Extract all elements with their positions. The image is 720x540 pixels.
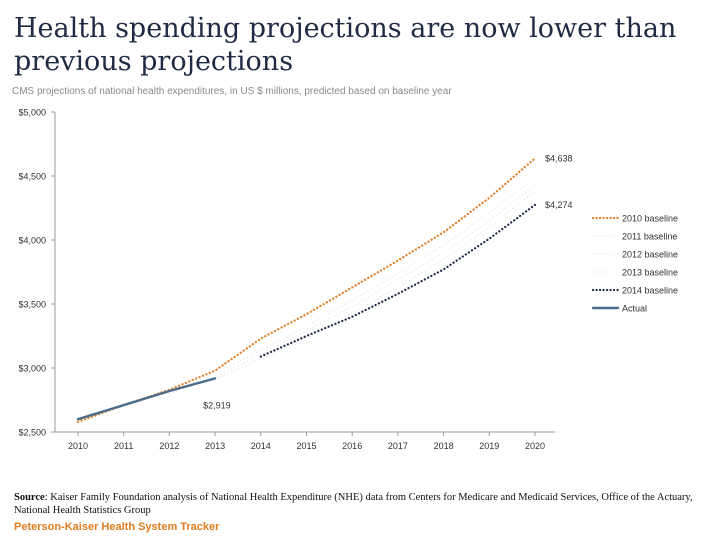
x-tick-label: 2017 bbox=[388, 441, 408, 451]
legend-label: 2014 baseline bbox=[622, 286, 678, 296]
x-tick-label: 2019 bbox=[479, 441, 499, 451]
data-label: $2,919 bbox=[203, 400, 231, 410]
chart-title: Health spending projections are now lowe… bbox=[14, 13, 677, 77]
x-tick-label: 2020 bbox=[525, 441, 545, 451]
chart-axes: $2,500 $3,000 $3,500 $4,000 $4,500 $5,000 2010… bbox=[18, 108, 555, 451]
x-tick-label: 2018 bbox=[434, 441, 454, 451]
chart-subtitle: CMS projections of national health expen… bbox=[12, 86, 452, 97]
y-tick-label: $5,000 bbox=[18, 108, 46, 118]
legend-label: 2012 baseline bbox=[622, 250, 678, 260]
legend-label: 2010 baseline bbox=[622, 214, 678, 224]
x-tick-label: 2013 bbox=[205, 441, 225, 451]
legend-label: 2011 baseline bbox=[622, 232, 677, 242]
legend-label: Actual bbox=[622, 304, 647, 314]
source-note: Source: Kaiser Family Foundation analysi… bbox=[14, 491, 704, 517]
x-tick-label: 2015 bbox=[296, 441, 316, 451]
x-tick-label: 2012 bbox=[159, 441, 179, 451]
brand-footer: Peterson-Kaiser Health System Tracker bbox=[14, 521, 220, 533]
legend-label: 2013 baseline bbox=[622, 268, 678, 278]
y-tick-label: $2,500 bbox=[18, 428, 46, 438]
chart-series bbox=[76, 157, 537, 423]
series-line-2012-baseline bbox=[168, 184, 536, 395]
chart-annotations: $4,638 $4,274 $2,919 bbox=[203, 153, 572, 410]
series-line-actual bbox=[76, 377, 217, 421]
source-text: : Kaiser Family Foundation analysis of N… bbox=[14, 492, 693, 516]
x-tick-label: 2014 bbox=[251, 441, 271, 451]
y-tick-label: $3,500 bbox=[18, 300, 46, 310]
series-line-2014-baseline bbox=[259, 203, 537, 358]
chart-legend: 2010 baseline 2011 baseline 2012 baseline 2… bbox=[591, 214, 678, 314]
y-tick-label: $4,000 bbox=[18, 236, 46, 246]
series-line-2011-baseline bbox=[123, 176, 536, 407]
data-label: $4,638 bbox=[545, 153, 573, 163]
x-tick-label: 2011 bbox=[114, 441, 133, 451]
series-line-2013-baseline bbox=[214, 190, 536, 380]
series-line-2010-baseline bbox=[76, 157, 537, 423]
source-label: Source bbox=[14, 492, 45, 503]
x-tick-label: 2016 bbox=[342, 441, 362, 451]
x-tick-label: 2010 bbox=[68, 441, 88, 451]
y-tick-label: $4,500 bbox=[18, 172, 46, 182]
data-label: $4,274 bbox=[545, 200, 573, 210]
y-tick-label: $3,000 bbox=[18, 364, 46, 374]
